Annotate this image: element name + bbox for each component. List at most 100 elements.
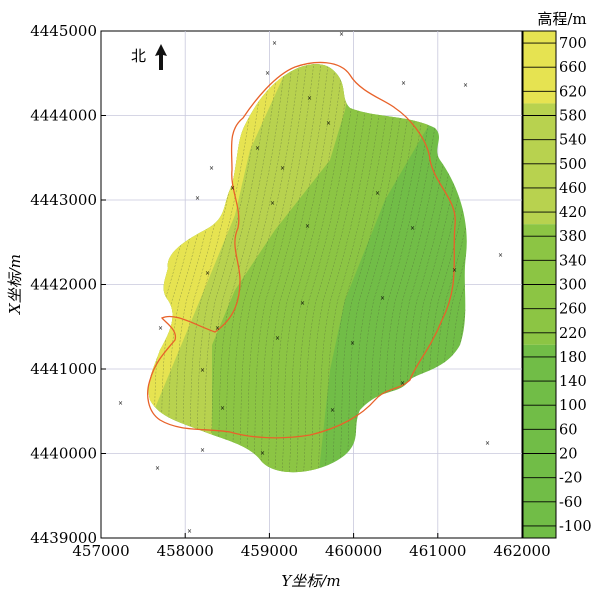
sample-marker: × (401, 80, 406, 87)
contour-line (250, 64, 317, 473)
colorbar-tick-label: 340 (559, 253, 587, 269)
x-tick-label: 457000 (72, 542, 129, 560)
sample-marker: × (452, 267, 457, 274)
contour-line (351, 64, 417, 473)
sample-marker: × (265, 70, 270, 77)
colorbar-tick-label: 20 (559, 447, 577, 463)
x-tick-label: 461000 (409, 542, 466, 560)
sample-marker: × (220, 405, 225, 412)
colorbar-tick-label: 260 (559, 302, 587, 318)
sample-marker: × (485, 440, 490, 447)
colorbar-tick-label: -20 (559, 471, 582, 487)
north-arrow: 北 (131, 44, 167, 70)
y-tick-label: 4444000 (30, 107, 97, 125)
y-tick-label: 4439000 (30, 529, 97, 547)
y-axis-label: X坐标/m (6, 254, 24, 315)
sample-marker: × (339, 31, 344, 38)
colorbar: 700 660 620 580 540 500 460 420 380 340 300 260 220 1… (522, 30, 592, 539)
sample-marker: × (215, 325, 220, 332)
x-tick-label: 460000 (325, 542, 382, 560)
x-tick-label: 459000 (241, 542, 298, 560)
sample-marker: × (300, 300, 305, 307)
contour-line (243, 64, 309, 473)
y-tick-label: 4441000 (30, 360, 97, 378)
y-tick-label: 4442000 (30, 276, 97, 294)
colorbar-tick-label: -60 (559, 495, 582, 511)
sample-marker: × (260, 450, 265, 457)
contour-line (300, 64, 367, 473)
colorbar-tick-label: 660 (559, 60, 587, 76)
colorbar-tick-label: 460 (559, 181, 587, 197)
sample-marker: × (255, 145, 260, 152)
contour-line (207, 64, 273, 473)
sample-marker: × (498, 252, 503, 259)
sample-marker: × (195, 195, 200, 202)
x-tick-label: 458000 (157, 542, 214, 560)
x-tick-label: 462000 (493, 542, 550, 560)
north-arrow-icon (155, 44, 167, 70)
contour-line (286, 64, 353, 473)
sample-marker: × (375, 190, 380, 197)
contour-line (214, 64, 281, 473)
contour-line (293, 64, 360, 473)
sample-marker: × (209, 165, 214, 172)
sample-marker: × (305, 223, 310, 230)
contour-line (344, 64, 410, 473)
colorbar-tick-label: 540 (559, 133, 587, 149)
sample-marker: × (187, 528, 192, 535)
y-tick-label: 4440000 (30, 445, 97, 463)
sample-marker: × (272, 40, 277, 47)
sample-markers: × × × × × × × × × × × × × × × × × × × × × × × × × × × × × × × × × × × (118, 31, 503, 535)
sample-marker: × (463, 82, 468, 89)
colorbar-tick-label: -100 (559, 519, 592, 535)
contour-line (336, 64, 403, 473)
contour-line (264, 64, 331, 473)
colorbar-tick-label: 580 (559, 109, 587, 125)
colorbar-tick-label: 500 (559, 157, 587, 173)
contour-line (308, 64, 374, 473)
north-label: 北 (131, 47, 146, 65)
sample-marker: × (307, 95, 312, 102)
colorbar-tick-label: 380 (559, 229, 587, 245)
survey-boundary (147, 61, 456, 439)
contour-line (221, 64, 288, 473)
sample-marker: × (410, 225, 415, 232)
contour-line (322, 64, 389, 473)
sample-marker: × (400, 380, 405, 387)
sample-marker: × (200, 367, 205, 374)
contour-line (272, 64, 338, 473)
sample-marker: × (350, 340, 355, 347)
contour-line (279, 64, 345, 473)
sample-marker: × (205, 270, 210, 277)
sample-marker: × (200, 447, 205, 454)
colorbar-title: 高程/m (537, 10, 586, 28)
colorbar-tick-label: 700 (559, 36, 587, 52)
x-axis-label: Y坐标/m (281, 572, 340, 590)
colorbar-tick-label: 180 (559, 350, 587, 366)
colorbar-tick-label: 140 (559, 374, 587, 390)
sample-marker: × (280, 165, 285, 172)
colorbar-tick-label: 420 (559, 205, 587, 221)
y-tick-label: 4443000 (30, 191, 97, 209)
colorbar-band (523, 344, 556, 538)
sample-marker: × (326, 120, 331, 127)
colorbar-tick-label: 220 (559, 326, 587, 342)
sample-marker: × (118, 400, 123, 407)
colorbar-tick-label: 300 (559, 278, 587, 294)
contour-line (329, 64, 396, 473)
sample-marker: × (158, 325, 163, 332)
colorbar-tick-label: 100 (559, 398, 587, 414)
colorbar-tick-label: 60 (559, 422, 577, 438)
sample-marker: × (330, 407, 335, 414)
sample-marker: × (230, 185, 235, 192)
sample-marker: × (380, 295, 385, 302)
y-tick-label: 4445000 (30, 22, 97, 40)
x-axis-ticks: 457000 458000 459000 460000 461000 462000 (72, 533, 551, 560)
contour-line (236, 64, 302, 473)
contour-line (257, 64, 324, 473)
colorbar-tick-label: 620 (559, 84, 587, 100)
sample-marker: × (270, 200, 275, 207)
sample-marker: × (275, 335, 280, 342)
y-axis-ticks: 4439000 4440000 4441000 4442000 4443000 44440… (30, 22, 106, 547)
